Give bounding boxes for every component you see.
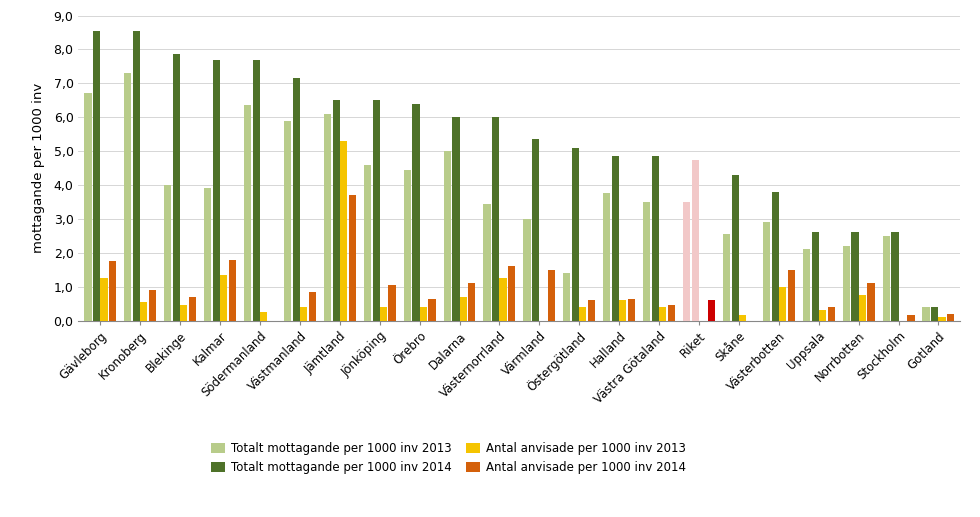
Bar <box>404 170 411 321</box>
Bar <box>723 234 730 321</box>
Bar <box>173 54 180 321</box>
Bar <box>100 278 108 321</box>
Bar <box>939 317 946 321</box>
Bar <box>220 275 227 321</box>
Bar <box>843 246 850 321</box>
Bar <box>619 300 626 321</box>
Bar <box>332 100 340 321</box>
Bar <box>379 307 387 321</box>
Bar <box>293 78 300 321</box>
Bar <box>652 156 660 321</box>
Bar <box>419 307 427 321</box>
Bar <box>852 233 858 321</box>
Bar <box>827 307 835 321</box>
Bar <box>762 222 770 321</box>
Bar <box>779 286 786 321</box>
Bar <box>771 192 779 321</box>
Bar <box>788 270 795 321</box>
Bar <box>253 59 260 321</box>
Bar <box>124 73 131 321</box>
Bar <box>413 103 419 321</box>
Bar <box>428 298 435 321</box>
Bar <box>180 305 187 321</box>
Bar <box>260 312 268 321</box>
Bar <box>532 139 539 321</box>
Bar <box>84 94 91 321</box>
Bar <box>388 285 396 321</box>
Bar <box>323 114 331 321</box>
Bar <box>492 117 500 321</box>
Bar <box>509 266 515 321</box>
Bar <box>165 185 172 321</box>
Bar <box>628 298 635 321</box>
Bar <box>892 233 899 321</box>
Bar <box>588 300 595 321</box>
Bar <box>284 120 291 321</box>
Bar <box>612 156 619 321</box>
Bar <box>579 307 586 321</box>
Bar <box>364 164 371 321</box>
Bar <box>483 204 491 321</box>
Bar <box>564 273 570 321</box>
Bar <box>660 307 666 321</box>
Bar <box>149 290 156 321</box>
Bar <box>811 233 818 321</box>
Bar <box>229 260 236 321</box>
Bar <box>109 261 117 321</box>
Bar <box>803 249 809 321</box>
Bar <box>189 297 196 321</box>
Bar <box>922 307 930 321</box>
Bar <box>858 295 865 321</box>
Bar <box>667 305 675 321</box>
Legend: Totalt mottagande per 1000 inv 2013, Totalt mottagande per 1000 inv 2014, Antal : Totalt mottagande per 1000 inv 2013, Tot… <box>212 443 686 474</box>
Bar <box>867 283 874 321</box>
Bar <box>140 302 147 321</box>
Bar <box>818 310 826 321</box>
Bar <box>133 31 140 321</box>
Bar <box>460 297 466 321</box>
Bar <box>340 141 347 321</box>
Bar <box>309 292 316 321</box>
Bar <box>93 31 100 321</box>
Bar <box>372 100 379 321</box>
Bar <box>453 117 460 321</box>
Bar <box>931 307 939 321</box>
Bar <box>692 160 699 321</box>
Bar <box>523 219 530 321</box>
Bar <box>643 202 651 321</box>
Bar <box>948 314 955 321</box>
Bar <box>572 148 579 321</box>
Bar <box>708 300 715 321</box>
Bar <box>468 283 475 321</box>
Bar <box>300 307 307 321</box>
Bar <box>548 270 556 321</box>
Bar <box>444 151 451 321</box>
Bar <box>883 236 890 321</box>
Bar <box>732 175 739 321</box>
Bar <box>213 59 220 321</box>
Y-axis label: mottagande per 1000 inv: mottagande per 1000 inv <box>32 83 45 253</box>
Bar <box>349 195 356 321</box>
Bar <box>244 105 251 321</box>
Bar <box>907 315 914 321</box>
Bar <box>683 202 690 321</box>
Bar <box>204 188 212 321</box>
Bar <box>500 278 507 321</box>
Bar <box>739 315 746 321</box>
Bar <box>604 193 611 321</box>
